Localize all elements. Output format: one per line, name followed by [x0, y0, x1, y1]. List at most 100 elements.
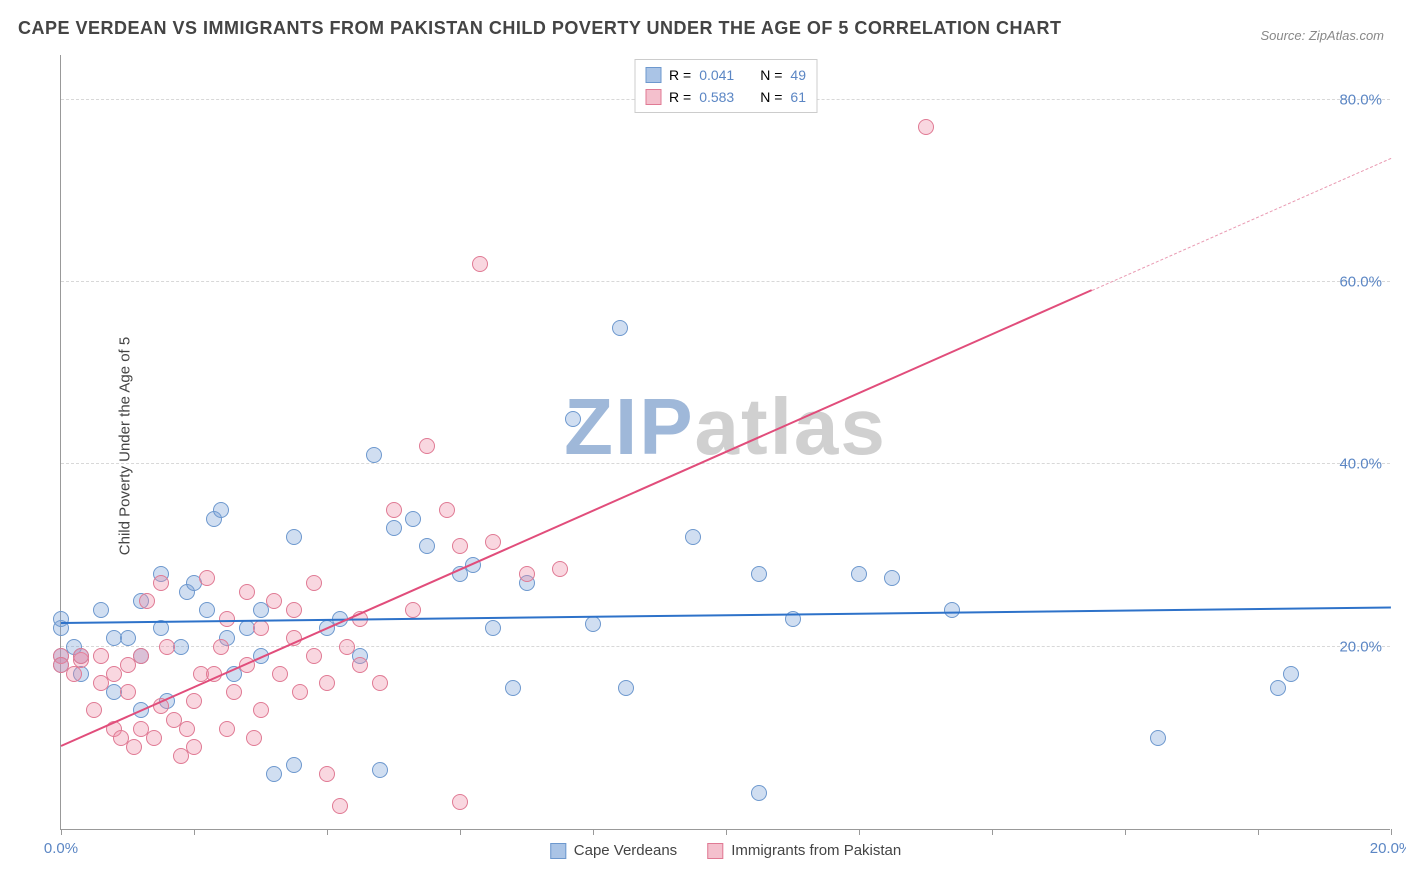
data-point [319, 675, 335, 691]
x-tick [859, 829, 860, 835]
data-point [86, 702, 102, 718]
data-point [452, 538, 468, 554]
n-value-1: 61 [790, 86, 806, 108]
legend-swatch-1 [707, 843, 723, 859]
data-point [306, 648, 322, 664]
data-point [292, 684, 308, 700]
data-point [186, 739, 202, 755]
x-tick [61, 829, 62, 835]
data-point [266, 593, 282, 609]
source-attribution: Source: ZipAtlas.com [1260, 28, 1384, 43]
data-point [213, 639, 229, 655]
data-point [884, 570, 900, 586]
data-point [618, 680, 634, 696]
data-point [1150, 730, 1166, 746]
data-point [253, 620, 269, 636]
y-tick-label: 60.0% [1339, 273, 1382, 290]
legend-item-1: Immigrants from Pakistan [707, 842, 901, 859]
r-value-1: 0.583 [699, 86, 734, 108]
r-value-0: 0.041 [699, 64, 734, 86]
x-tick [726, 829, 727, 835]
plot-area: ZIPatlas R = 0.041 N = 49 R = 0.583 N = … [60, 55, 1390, 830]
stats-row-0: R = 0.041 N = 49 [645, 64, 806, 86]
data-point [159, 639, 175, 655]
data-point [286, 602, 302, 618]
data-point [386, 502, 402, 518]
data-point [519, 566, 535, 582]
x-tick [460, 829, 461, 835]
x-tick-label: 0.0% [44, 840, 78, 857]
data-point [419, 438, 435, 454]
data-point [751, 566, 767, 582]
data-point [1270, 680, 1286, 696]
stats-legend: R = 0.041 N = 49 R = 0.583 N = 61 [634, 59, 817, 113]
data-point [472, 256, 488, 272]
data-point [585, 616, 601, 632]
n-label: N = [760, 64, 782, 86]
legend-item-0: Cape Verdeans [550, 842, 677, 859]
data-point [73, 648, 89, 664]
stats-row-1: R = 0.583 N = 61 [645, 86, 806, 108]
data-point [199, 570, 215, 586]
data-point [505, 680, 521, 696]
x-tick [1391, 829, 1392, 835]
data-point [918, 119, 934, 135]
data-point [332, 798, 348, 814]
data-point [253, 702, 269, 718]
data-point [146, 730, 162, 746]
y-tick-label: 20.0% [1339, 638, 1382, 655]
r-label: R = [669, 64, 691, 86]
data-point [372, 762, 388, 778]
x-tick [194, 829, 195, 835]
data-point [751, 785, 767, 801]
n-label: N = [760, 86, 782, 108]
series-legend: Cape Verdeans Immigrants from Pakistan [550, 842, 901, 859]
data-point [93, 648, 109, 664]
data-point [944, 602, 960, 618]
data-point [439, 502, 455, 518]
swatch-series-0 [645, 67, 661, 83]
data-point [120, 684, 136, 700]
data-point [286, 757, 302, 773]
data-point [226, 684, 242, 700]
x-tick [1125, 829, 1126, 835]
data-point [485, 620, 501, 636]
data-point [1283, 666, 1299, 682]
data-point [419, 538, 435, 554]
r-label: R = [669, 86, 691, 108]
data-point [386, 520, 402, 536]
data-point [319, 766, 335, 782]
chart-title: CAPE VERDEAN VS IMMIGRANTS FROM PAKISTAN… [18, 18, 1062, 39]
data-point [405, 511, 421, 527]
watermark: ZIPatlas [564, 381, 887, 473]
data-point [133, 648, 149, 664]
data-point [266, 766, 282, 782]
n-value-0: 49 [790, 64, 806, 86]
gridline [61, 281, 1390, 282]
data-point [179, 721, 195, 737]
gridline [61, 646, 1390, 647]
data-point [120, 630, 136, 646]
data-point [272, 666, 288, 682]
swatch-series-1 [645, 89, 661, 105]
data-point [851, 566, 867, 582]
gridline [61, 463, 1390, 464]
data-point [565, 411, 581, 427]
data-point [213, 502, 229, 518]
legend-swatch-0 [550, 843, 566, 859]
watermark-atlas: atlas [695, 382, 887, 471]
data-point [612, 320, 628, 336]
data-point [126, 739, 142, 755]
legend-label-1: Immigrants from Pakistan [731, 842, 901, 859]
data-point [405, 602, 421, 618]
watermark-zip: ZIP [564, 382, 694, 471]
data-point [153, 575, 169, 591]
y-tick-label: 80.0% [1339, 91, 1382, 108]
data-point [219, 721, 235, 737]
data-point [485, 534, 501, 550]
data-point [286, 529, 302, 545]
data-point [372, 675, 388, 691]
x-tick [327, 829, 328, 835]
data-point [452, 794, 468, 810]
data-point [306, 575, 322, 591]
